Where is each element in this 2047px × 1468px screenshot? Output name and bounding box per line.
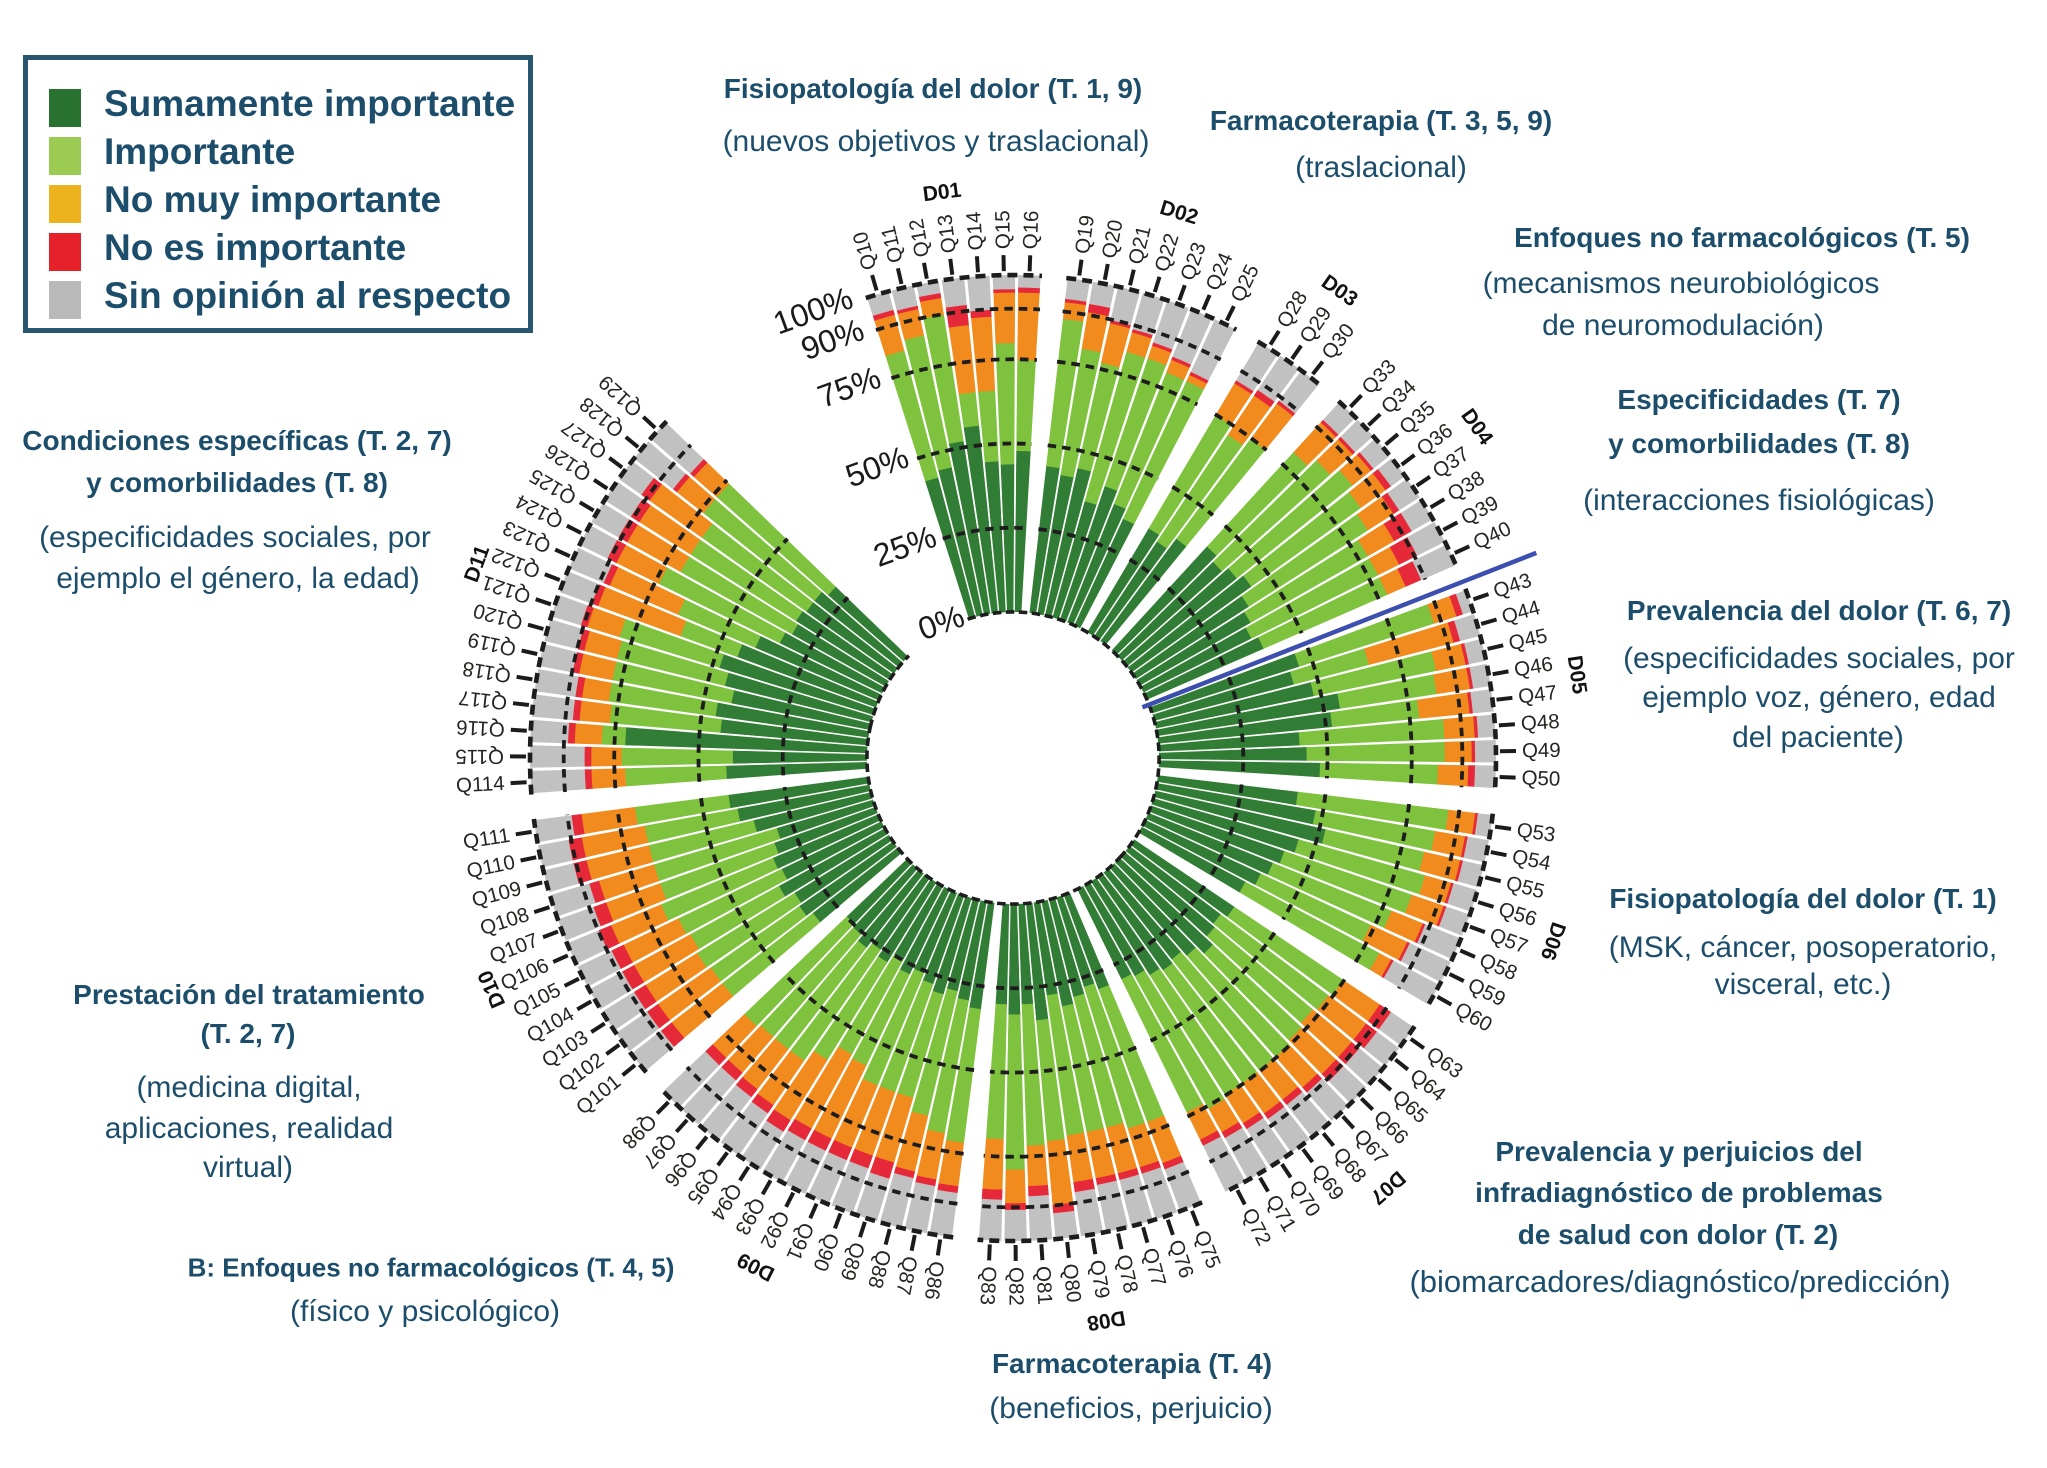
- svg-text:Q49: Q49: [1522, 739, 1561, 763]
- svg-text:Q80: Q80: [1058, 1263, 1085, 1304]
- svg-text:Q115: Q115: [455, 745, 504, 768]
- svg-text:Q48: Q48: [1520, 710, 1560, 736]
- svg-text:Q14: Q14: [962, 211, 988, 251]
- svg-text:Q83: Q83: [975, 1266, 1000, 1306]
- svg-text:Q50: Q50: [1521, 766, 1561, 790]
- svg-text:Q81: Q81: [1031, 1265, 1056, 1305]
- svg-text:Q15: Q15: [991, 210, 1015, 249]
- svg-text:Q82: Q82: [1004, 1267, 1027, 1306]
- svg-text:Q47: Q47: [1517, 681, 1558, 708]
- svg-text:Q16: Q16: [1019, 210, 1043, 250]
- svg-text:Q116: Q116: [456, 715, 506, 741]
- svg-text:Q13: Q13: [933, 213, 961, 254]
- svg-text:Q114: Q114: [455, 772, 505, 797]
- svg-text:D01: D01: [921, 179, 962, 207]
